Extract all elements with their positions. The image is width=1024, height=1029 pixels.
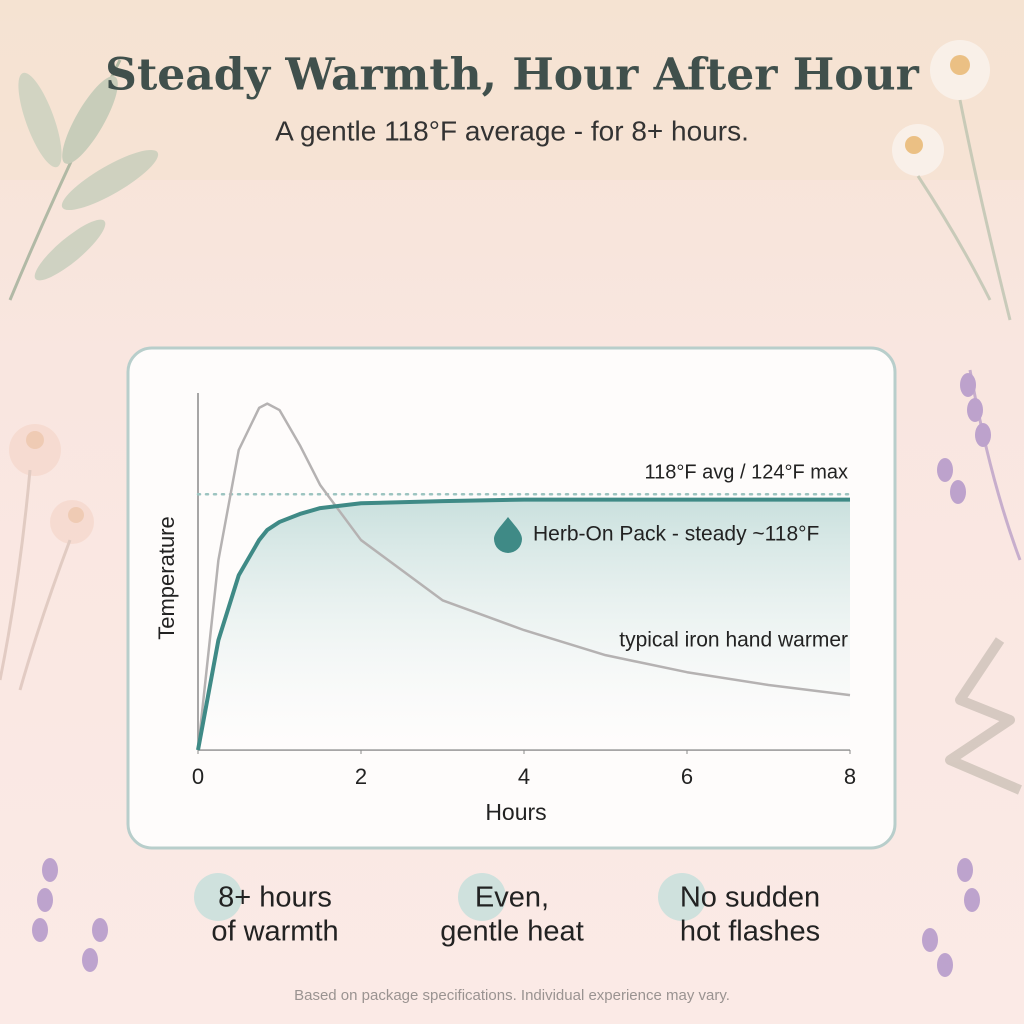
footnote: Based on package specifications. Individ…: [294, 987, 730, 1004]
x-axis-label: Hours: [485, 799, 546, 825]
x-tick-label: 6: [681, 764, 693, 789]
legend-icon: [494, 517, 522, 553]
y-axis-label: Temperature: [154, 516, 179, 640]
x-tick-label: 2: [355, 764, 367, 789]
feature-badge: [658, 873, 706, 921]
legend-label: typical iron hand warmer: [619, 629, 848, 652]
header-band: [0, 0, 1024, 180]
feature-text: 8+ hours: [218, 882, 332, 914]
area: [198, 499, 850, 750]
x-tick-label: 0: [192, 764, 204, 789]
drop-icon: [494, 517, 522, 553]
feature-badge: [458, 873, 506, 921]
x-tick-label: 4: [518, 764, 530, 789]
feature-text: No sudden: [680, 882, 820, 914]
legend-label: Herb-On Pack - steady ~118°F: [533, 523, 819, 546]
feature-text: hot flashes: [680, 916, 820, 948]
series-line: [196, 402, 851, 751]
reference-label: 118°F avg / 124°F max: [645, 462, 849, 484]
series-line: [196, 497, 850, 751]
decoration: [0, 40, 1022, 977]
subtitle: A gentle 118°F average - for 8+ hours.: [275, 115, 749, 146]
title: Steady Warmth, Hour After Hour: [105, 50, 919, 101]
feature-text: of warmth: [211, 916, 338, 948]
x-tick-label: 8: [844, 764, 856, 789]
feature-badge: [194, 873, 242, 921]
feature-text: Even,: [475, 882, 549, 914]
feature-text: gentle heat: [440, 916, 584, 948]
